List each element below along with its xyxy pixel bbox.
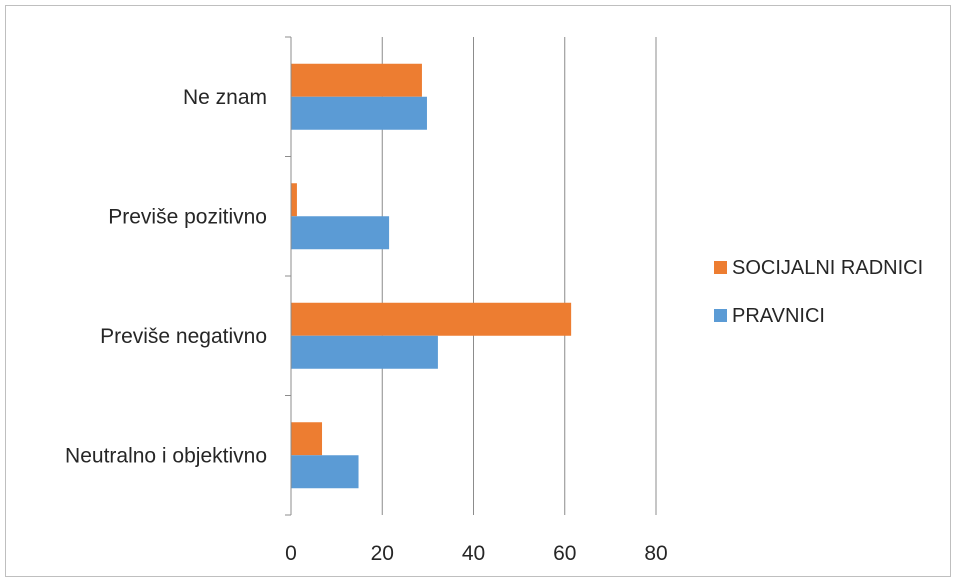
legend-label: SOCIJALNI RADNICI [732,257,923,279]
category-label: Neutralno i objektivno [65,444,267,467]
category-label: Previše pozitivno [108,205,267,228]
bar-1 [291,216,390,250]
bar-1 [291,96,427,130]
bar-1 [291,455,359,489]
x-tick-label: 80 [644,542,667,565]
axes [285,36,292,516]
x-tick-label: 20 [371,542,394,565]
bar-0 [291,183,297,217]
bar-0 [291,302,572,336]
bar-0 [291,422,323,456]
bars [291,63,572,489]
x-tick-label: 60 [553,542,576,565]
x-tick-label: 40 [462,542,485,565]
legend-label: PRAVNICI [732,305,825,327]
bar-1 [291,335,438,369]
bar-0 [291,63,422,97]
labels: 0 20 40 60 80 Ne znam Previše pozitivno Previše… [65,86,668,565]
chart-frame [5,5,951,577]
category-label: Ne znam [183,86,267,109]
legend: SOCIJALNI RADNICI PRAVNICI [714,257,923,327]
legend-swatch [714,261,727,274]
category-label: Previše negativno [100,325,267,348]
x-tick-label: 0 [285,542,297,565]
legend-swatch [714,309,727,322]
